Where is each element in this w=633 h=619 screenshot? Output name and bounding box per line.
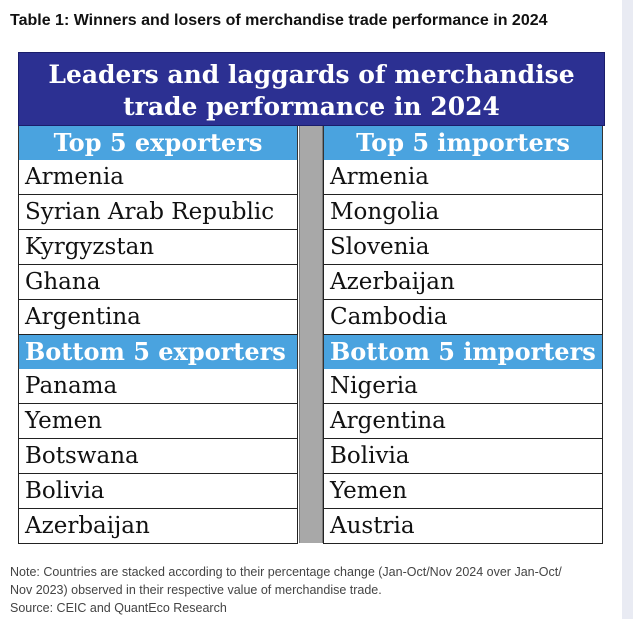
table-title-line1: Leaders and laggards of merchandise bbox=[48, 60, 575, 89]
table-row: Argentina bbox=[18, 300, 298, 335]
table-row: Slovenia bbox=[323, 230, 603, 265]
table-row: Azerbaijan bbox=[18, 509, 298, 544]
table-row: Austria bbox=[323, 509, 603, 544]
table-row: Armenia bbox=[18, 160, 298, 195]
table-row: Yemen bbox=[323, 474, 603, 509]
bottom-exporters-header: Bottom 5 exporters bbox=[18, 335, 298, 369]
table-row: Azerbaijan bbox=[323, 265, 603, 300]
table-row: Bolivia bbox=[323, 439, 603, 474]
table-title-line2: trade performance in 2024 bbox=[123, 92, 500, 121]
footnote: Note: Countries are stacked according to… bbox=[10, 563, 610, 617]
importers-column: Top 5 importers Armenia Mongolia Sloveni… bbox=[323, 126, 603, 544]
page-edge-strip bbox=[622, 0, 633, 619]
table-row: Yemen bbox=[18, 404, 298, 439]
table-row: Armenia bbox=[323, 160, 603, 195]
table-row: Botswana bbox=[18, 439, 298, 474]
table-row: Cambodia bbox=[323, 300, 603, 335]
exporters-column: Top 5 exporters Armenia Syrian Arab Repu… bbox=[18, 126, 298, 544]
table-row: Argentina bbox=[323, 404, 603, 439]
table-row: Kyrgyzstan bbox=[18, 230, 298, 265]
column-divider bbox=[299, 126, 323, 543]
trade-table: Leaders and laggards of merchandise trad… bbox=[18, 52, 605, 544]
table-row: Nigeria bbox=[323, 369, 603, 404]
table-caption: Table 1: Winners and losers of merchandi… bbox=[10, 12, 548, 29]
note-line1: Note: Countries are stacked according to… bbox=[10, 565, 562, 579]
table-row: Bolivia bbox=[18, 474, 298, 509]
table-row: Panama bbox=[18, 369, 298, 404]
table-row: Mongolia bbox=[323, 195, 603, 230]
table-title: Leaders and laggards of merchandise trad… bbox=[18, 52, 605, 126]
top-importers-header: Top 5 importers bbox=[323, 126, 603, 160]
bottom-importers-header: Bottom 5 importers bbox=[323, 335, 603, 369]
top-exporters-header: Top 5 exporters bbox=[18, 126, 298, 160]
table-row: Syrian Arab Republic bbox=[18, 195, 298, 230]
table-row: Ghana bbox=[18, 265, 298, 300]
source-line: Source: CEIC and QuantEco Research bbox=[10, 601, 227, 615]
note-line2: Nov 2023) observed in their respective v… bbox=[10, 583, 382, 597]
